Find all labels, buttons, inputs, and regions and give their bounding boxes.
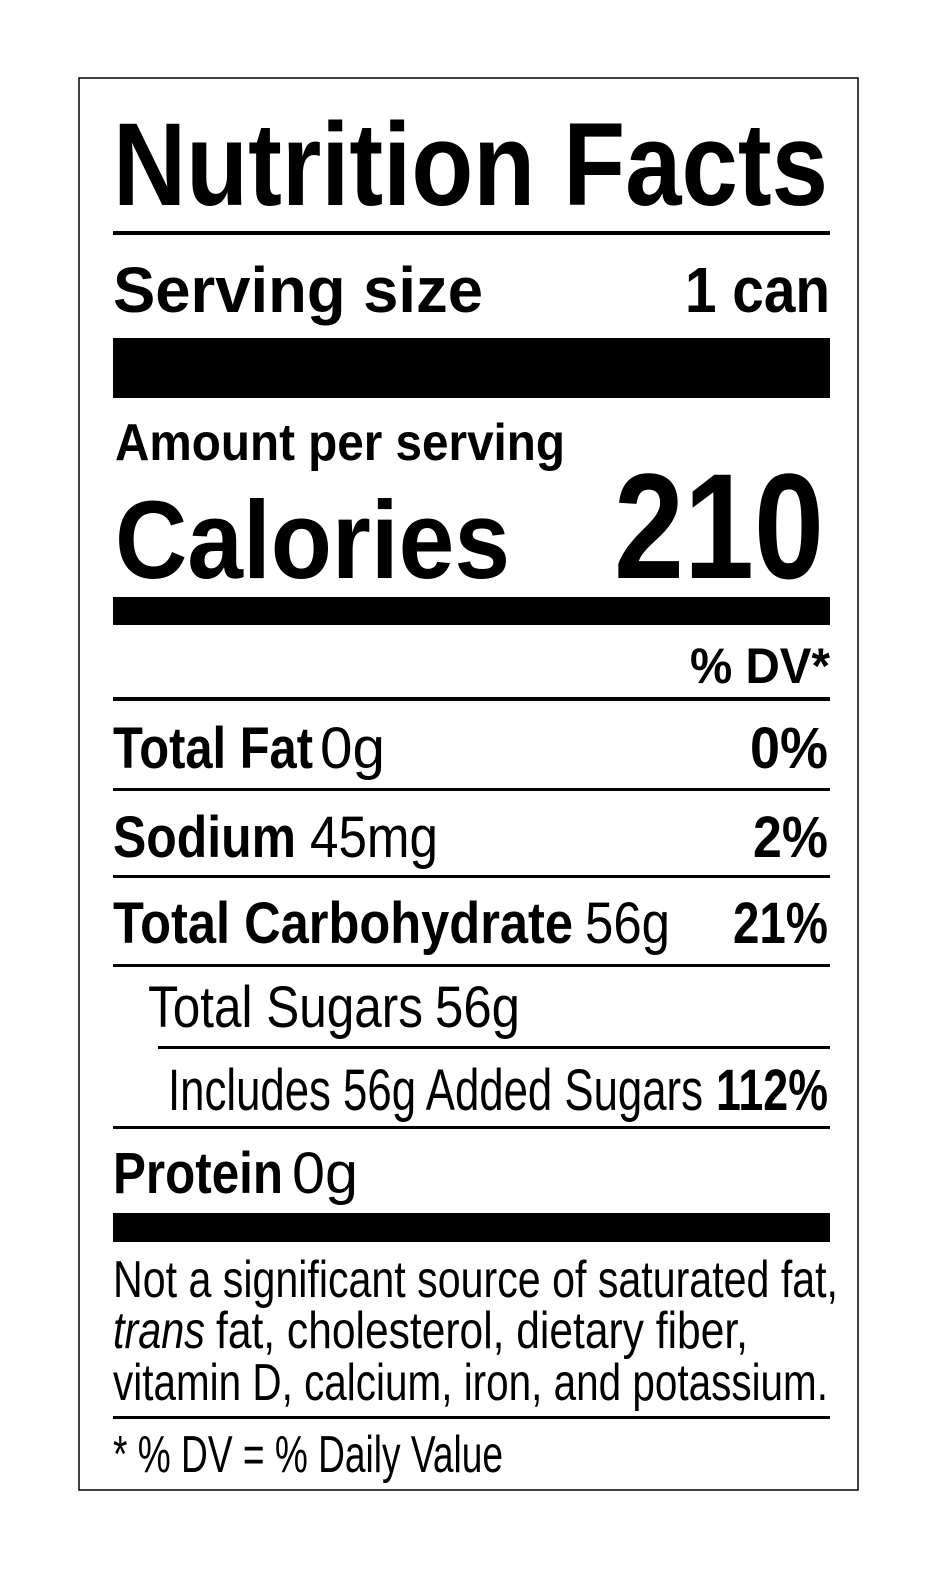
nutrient-name: Total Carbohydrate — [113, 891, 573, 956]
nutrient-amount: 56g — [585, 891, 670, 956]
label-border — [78, 77, 859, 1491]
rule — [113, 1416, 830, 1419]
nutrient-amount: 0g — [320, 716, 385, 781]
nutrient-amount: 45mg — [310, 805, 438, 870]
rule — [113, 875, 830, 878]
footnote-line: fat, cholesterol, dietary fiber, — [216, 1302, 748, 1360]
thick-bar — [113, 597, 830, 625]
nutrient-name: Sodium — [113, 805, 296, 870]
nutrient-dv: 2% — [753, 805, 828, 870]
nutrient-name: Protein — [113, 1141, 283, 1206]
nutrient-name: Includes 56g Added Sugars — [168, 1058, 703, 1123]
rule — [158, 1046, 830, 1049]
rule — [113, 964, 830, 967]
title: Nutrition Facts — [113, 99, 828, 231]
amount-label: Amount per serving — [115, 414, 565, 472]
serving-label: Serving size — [113, 254, 483, 326]
rule — [113, 788, 830, 791]
footnote-italic: trans — [113, 1302, 205, 1360]
nutrient-amount: 0g — [292, 1141, 358, 1206]
calories-label: Calories — [115, 479, 510, 602]
nutrient-dv: 0% — [750, 716, 828, 781]
calories-value: 210 — [614, 442, 824, 610]
nutrient-amount: 56g — [435, 975, 520, 1040]
thick-bar — [113, 1213, 830, 1242]
nutrient-dv: 21% — [733, 891, 828, 956]
thick-bar — [113, 338, 830, 398]
footnote-line: Not a significant source of saturated fa… — [113, 1251, 838, 1309]
rule — [113, 1126, 830, 1129]
nutrient-name: Total Sugars — [148, 975, 423, 1040]
rule — [113, 231, 830, 235]
dv-header: % DV* — [690, 638, 831, 694]
nutrient-name: Total Fat — [113, 716, 313, 781]
dv-legend: * % DV = % Daily Value — [113, 1426, 503, 1484]
serving-value: 1 can — [685, 254, 830, 326]
footnote-line: vitamin D, calcium, iron, and potassium. — [113, 1354, 828, 1412]
rule — [113, 697, 830, 701]
nutrient-dv: 112% — [716, 1058, 828, 1123]
